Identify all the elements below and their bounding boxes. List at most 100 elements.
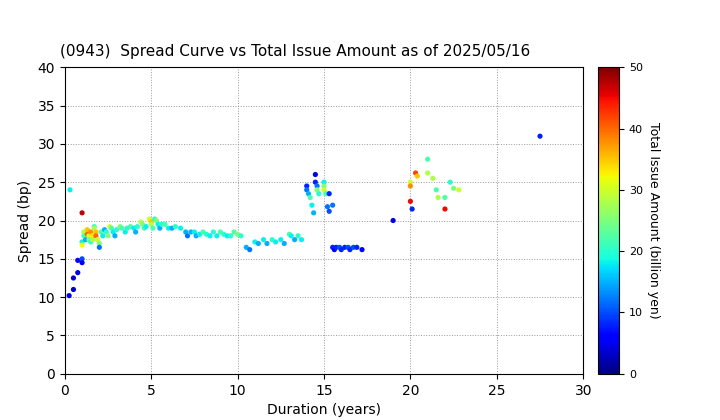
Point	[310, 171, 321, 178]
Point	[197, 228, 209, 235]
Point	[78, 228, 89, 235]
Point	[76, 239, 88, 245]
Y-axis label: Spread (bp): Spread (bp)	[18, 179, 32, 262]
Point	[201, 231, 212, 238]
Point	[180, 228, 192, 235]
Point	[211, 232, 222, 239]
Point	[258, 236, 269, 243]
X-axis label: Duration (years): Duration (years)	[267, 403, 381, 417]
Point	[306, 202, 318, 208]
Point	[125, 223, 136, 230]
Point	[405, 183, 416, 189]
Point	[439, 206, 451, 213]
Point	[104, 223, 115, 230]
Point	[453, 186, 464, 193]
Point	[253, 240, 264, 247]
Point	[249, 239, 261, 245]
Point	[185, 228, 197, 235]
Point	[410, 170, 421, 176]
Point	[232, 231, 243, 238]
Point	[81, 231, 93, 238]
Point	[86, 236, 98, 243]
Point	[85, 228, 96, 235]
Point	[275, 236, 287, 243]
Point	[90, 232, 102, 239]
Point	[145, 221, 157, 228]
Point	[181, 232, 193, 239]
Point	[311, 183, 323, 189]
Point	[228, 228, 240, 235]
Point	[95, 228, 107, 235]
Point	[406, 206, 418, 213]
Point	[289, 236, 300, 243]
Point	[432, 194, 444, 201]
Point	[150, 217, 162, 224]
Point	[89, 225, 100, 231]
Point	[84, 232, 95, 239]
Point	[318, 186, 330, 193]
Point	[90, 228, 102, 235]
Point	[86, 232, 98, 239]
Point	[387, 217, 399, 224]
Point	[63, 292, 75, 299]
Point	[356, 246, 368, 253]
Point	[140, 223, 152, 230]
Point	[94, 244, 105, 251]
Point	[448, 185, 459, 192]
Point	[132, 223, 143, 230]
Point	[81, 226, 93, 233]
Point	[111, 226, 122, 233]
Point	[323, 190, 335, 197]
Point	[85, 239, 96, 245]
Point	[116, 225, 127, 231]
Point	[427, 175, 438, 182]
Point	[92, 236, 104, 243]
Point	[334, 244, 346, 251]
Point	[302, 190, 314, 197]
Point	[194, 231, 205, 238]
Point	[99, 226, 110, 233]
Point	[351, 244, 363, 251]
Point	[222, 232, 233, 239]
Point	[318, 183, 330, 189]
Point	[130, 228, 141, 235]
Point	[405, 198, 416, 205]
Point	[107, 228, 119, 235]
Point	[76, 241, 88, 248]
Text: (0943)  Spread Curve vs Total Issue Amount as of 2025/05/16: (0943) Spread Curve vs Total Issue Amoun…	[60, 44, 530, 59]
Point	[147, 225, 158, 231]
Point	[78, 232, 89, 239]
Point	[270, 239, 282, 245]
Point	[305, 194, 316, 201]
Point	[204, 232, 216, 239]
Point	[170, 223, 181, 230]
Point	[328, 246, 340, 253]
Point	[144, 215, 156, 222]
Point	[225, 232, 236, 239]
Point	[153, 221, 164, 228]
Point	[76, 255, 88, 262]
Point	[261, 240, 273, 247]
Point	[343, 244, 354, 251]
Point	[101, 228, 112, 235]
Point	[207, 228, 219, 235]
Point	[102, 232, 114, 239]
Point	[175, 225, 186, 231]
Point	[296, 236, 307, 243]
Point	[68, 286, 79, 293]
Point	[348, 244, 359, 251]
Point	[135, 219, 147, 226]
Point	[279, 240, 290, 247]
Point	[422, 170, 433, 176]
Point	[121, 225, 132, 231]
Point	[106, 225, 117, 231]
Point	[301, 186, 312, 193]
Point	[215, 228, 226, 235]
Point	[308, 210, 320, 216]
Point	[80, 236, 91, 243]
Point	[439, 194, 451, 201]
Point	[190, 232, 202, 239]
Point	[120, 228, 131, 235]
Point	[292, 232, 304, 239]
Point	[72, 269, 84, 276]
